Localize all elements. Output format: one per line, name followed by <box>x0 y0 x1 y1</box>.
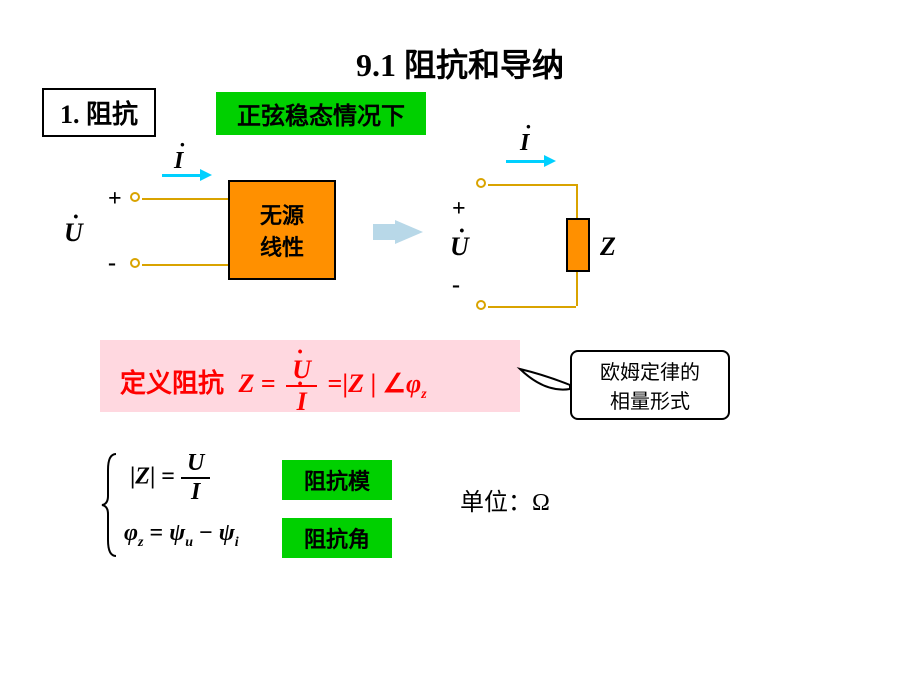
terminal-tl <box>130 192 140 202</box>
impedance-angle-eq: φz = ψu − ψi <box>124 520 239 551</box>
phasor-U-right: ˙ U <box>450 232 469 262</box>
modulus-label-box: 阻抗模 <box>282 460 392 500</box>
terminal-tr <box>476 178 486 188</box>
sine-condition-box: 正弦稳态情况下 <box>216 92 426 135</box>
unit-label: 单位：Ω <box>460 482 550 517</box>
impedance-modulus-eq: |Z| = U I <box>130 450 210 506</box>
callout-tail <box>515 365 575 405</box>
impedance-box <box>566 218 590 272</box>
wire-top-r1 <box>488 184 576 186</box>
current-arrow-right <box>506 160 546 163</box>
curly-brace <box>98 450 122 560</box>
wire-right-v2 <box>576 270 578 306</box>
passive-line1: 无源 <box>260 198 304 230</box>
phasor-I-right: ˙ I <box>520 130 529 157</box>
transform-arrow <box>395 220 423 244</box>
phasor-I-left: ˙ I <box>174 148 183 175</box>
passive-linear-box: 无源 线性 <box>228 180 336 280</box>
minus-right: - <box>452 272 460 299</box>
callout-line2: 相量形式 <box>610 385 690 414</box>
phasor-U-left: ˙ U <box>64 218 83 248</box>
Z-label: Z <box>600 232 616 262</box>
wire-bot-r1 <box>488 306 576 308</box>
impedance-definition-formula: 定义阻抗 Z = ˙U ˙I =|Z | ∠φz <box>120 355 427 417</box>
page-title: 9.1 阻抗和导纳 <box>0 40 920 86</box>
plus-right: + <box>452 196 466 223</box>
plus-left: + <box>108 186 122 213</box>
minus-left: - <box>108 250 116 277</box>
current-arrow-left <box>162 174 202 177</box>
passive-line2: 线性 <box>260 230 304 262</box>
wire-top-left <box>142 198 228 200</box>
section-label: 1. 阻抗 <box>42 88 156 137</box>
ohm-law-callout: 欧姆定律的 相量形式 <box>570 350 730 420</box>
terminal-br <box>476 300 486 310</box>
angle-label-box: 阻抗角 <box>282 518 392 558</box>
wire-right-v1 <box>576 184 578 220</box>
wire-bot-left <box>142 264 228 266</box>
callout-line1: 欧姆定律的 <box>600 356 700 385</box>
terminal-bl <box>130 258 140 268</box>
